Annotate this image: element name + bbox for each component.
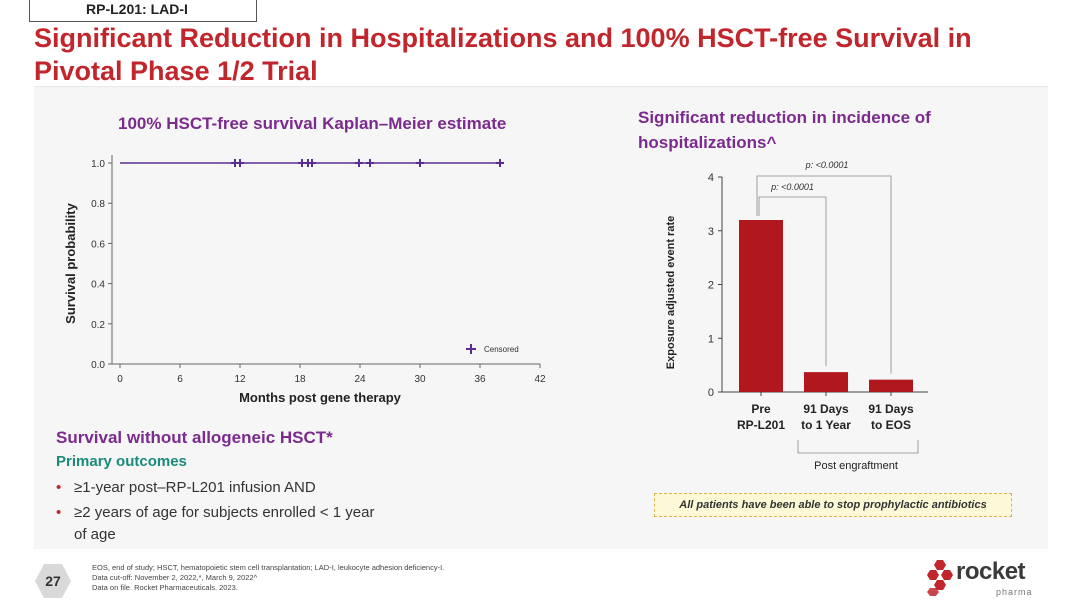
bar-y-tick-label: 0 [708,387,714,399]
page-number-badge: 27 [35,564,71,598]
post-engraftment-bracket [797,440,919,454]
km-y-tick-label: 1.0 [91,159,105,170]
p-value-1: p: <0.0001 [770,182,814,192]
antibiotics-note: All patients have been able to stop prop… [654,493,1012,517]
km-censored-mark [236,159,244,167]
footnote-line: Data on file. Rocket Pharmaceuticals. 20… [92,583,238,592]
km-y-tick-label: 0.6 [91,239,105,250]
km-x-tick-label: 36 [474,374,486,385]
km-censored-mark [355,159,363,167]
bullet-item: • ≥2 years of age for subjects enrolled <… [56,502,376,546]
logo-hexagons-icon [927,560,953,596]
bar-chart-title: Significant reduction in incidence of ho… [638,108,931,152]
bullet-text: ≥1-year post–RP-L201 infusion AND [74,479,316,496]
p-bracket-1 [758,196,827,367]
km-censored-mark [366,159,374,167]
km-y-tick-label: 0.8 [91,199,105,210]
km-y-tick-label: 0.4 [91,280,105,291]
footnote-line: EOS, end of study; HSCT, hematopoietic s… [92,563,445,572]
trial-tag: RP-L201: LAD-I [29,0,257,22]
bar-category-label: to EOS [871,418,911,432]
post-engraftment-label: Post engraftment [814,460,898,472]
km-chart-title: 100% HSCT-free survival Kaplan–Meier est… [118,114,507,133]
primary-outcomes-heading: Primary outcomes [56,453,187,470]
km-x-label: Months post gene therapy [239,390,402,405]
bar-y-tick-label: 3 [708,226,714,238]
bar [869,379,913,392]
km-censored-mark [416,159,424,167]
km-x-tick-label: 18 [294,374,306,385]
km-x-tick-label: 12 [234,374,246,385]
bar-category-label: Pre [751,402,771,416]
km-x-tick-label: 6 [177,374,183,385]
bar-y-tick-label: 4 [708,172,714,184]
km-censored-mark [496,159,504,167]
footnotes: EOS, end of study; HSCT, hematopoietic s… [92,563,444,593]
bar-category-label: RP-L201 [737,418,785,432]
bar [804,372,848,392]
km-y-tick-label: 0.2 [91,320,105,331]
logo-sub: pharma [996,587,1033,597]
footnote-line: Data cut-off: November 2, 2022,*, March … [92,573,258,582]
bar-y-tick-label: 2 [708,280,714,292]
p-bracket-2 [756,175,892,374]
bar [739,220,783,392]
survival-heading: Survival without allogeneic HSCT* [56,428,333,447]
km-legend-marker [466,344,476,354]
bar-y-tick-label: 1 [708,333,714,345]
bar-category-label: 91 Days [868,402,914,416]
bar-category-label: 91 Days [803,402,849,416]
p-value-2: p: <0.0001 [805,160,849,170]
km-y-tick-label: 0.0 [91,360,105,371]
rocket-logo: rocket pharma [926,556,1046,602]
slide-title: Significant Reduction in Hospitalization… [34,23,972,86]
bar-y-label: Exposure adjusted event rate [665,216,677,369]
km-x-tick-label: 24 [354,374,366,385]
page-number: 27 [45,573,61,589]
bar-category-label: to 1 Year [801,418,851,432]
bullet-item: • ≥1-year post–RP-L201 infusion AND [56,477,376,499]
km-x-tick-label: 42 [534,374,546,385]
km-legend-label: Censored [484,345,519,354]
km-censored-mark [308,159,316,167]
bullet-text: ≥2 years of age for subjects enrolled < … [74,504,375,543]
km-y-label: Survival probability [63,202,78,323]
logo-word: rocket [956,558,1026,585]
km-x-tick-label: 30 [414,374,426,385]
km-x-tick-label: 0 [117,374,123,385]
